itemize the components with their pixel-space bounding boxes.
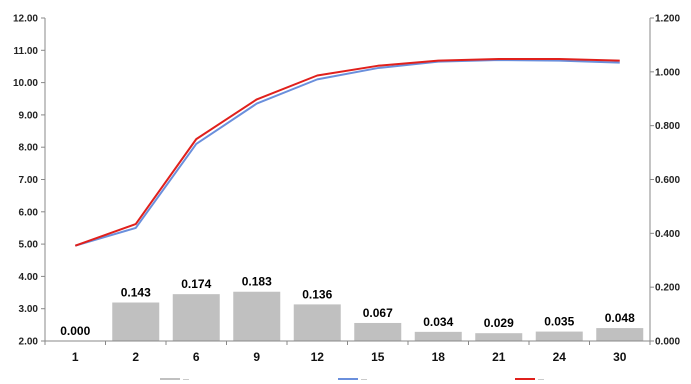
bar-data-labels: 0.000 0.143 0.174 0.183 0.136 0.067 0.034 0.029… [60,275,635,338]
bar [535,331,583,341]
bar-data-label: 0.000 [60,324,90,338]
left-tick-label: 10.00 [13,78,38,89]
right-axis: 0.000 0.200 0.400 0.600 0.800 1.000 1.200 [649,14,680,348]
right-tick-label: 0.800 [655,121,680,132]
x-tick-label: 15 [371,350,385,364]
x-tick-label: 21 [492,350,506,364]
bar-series [112,291,644,341]
left-tick-label: 2.00 [19,337,39,348]
x-tick-label: 2 [132,350,139,364]
left-tick-label: 3.00 [19,304,39,315]
right-tick-label: 0.600 [655,175,680,186]
left-tick-label: 9.00 [19,110,39,121]
bar [354,322,402,341]
bar [596,328,644,341]
right-tick-label: 0.200 [655,283,680,294]
legend-label: — [183,377,189,383]
bar-data-label: 0.136 [302,287,332,301]
left-tick-label: 4.00 [19,272,39,283]
left-tick-label: 7.00 [19,175,39,186]
x-tick-label: 12 [311,350,325,364]
bar-data-label: 0.174 [181,277,211,291]
bar-data-label: 0.035 [544,315,574,329]
right-tick-label: 0.400 [655,229,680,240]
legend: — — — [160,377,544,383]
left-axis: 2.00 3.00 4.00 5.00 6.00 7.00 8.00 9.00 10.00 11.… [13,14,46,348]
bar-data-label: 0.034 [423,315,453,329]
legend-label: — [538,377,544,383]
bar-data-label: 0.067 [363,306,393,320]
x-tick-label: 30 [613,350,627,364]
right-tick-label: 1.000 [655,67,680,78]
left-tick-label: 11.00 [14,46,39,57]
bar [475,333,523,341]
line-series [74,58,620,247]
bar [233,291,281,341]
x-tick-label: 6 [193,350,200,364]
bar [112,302,160,341]
bar-data-label: 0.048 [605,311,635,325]
series-line [74,58,620,247]
bar-data-label: 0.143 [121,286,151,300]
left-tick-label: 5.00 [19,240,39,251]
left-tick-label: 6.00 [19,207,39,218]
x-axis: 1 2 6 9 12 15 18 21 24 30 [44,340,651,364]
bar [414,331,462,341]
bar [172,294,220,341]
right-tick-label: 1.200 [655,14,680,25]
bar [293,304,341,341]
bar-data-label: 0.183 [242,275,272,289]
left-tick-label: 12.00 [13,14,38,25]
right-tick-label: 0.000 [655,337,680,348]
x-tick-label: 9 [253,350,260,364]
left-tick-label: 8.00 [19,143,39,154]
bar-data-label: 0.029 [484,316,514,330]
series-line [74,58,620,247]
x-tick-label: 1 [72,350,79,364]
legend-label: — [361,377,367,383]
x-tick-label: 24 [553,350,567,364]
x-tick-label: 18 [432,350,446,364]
